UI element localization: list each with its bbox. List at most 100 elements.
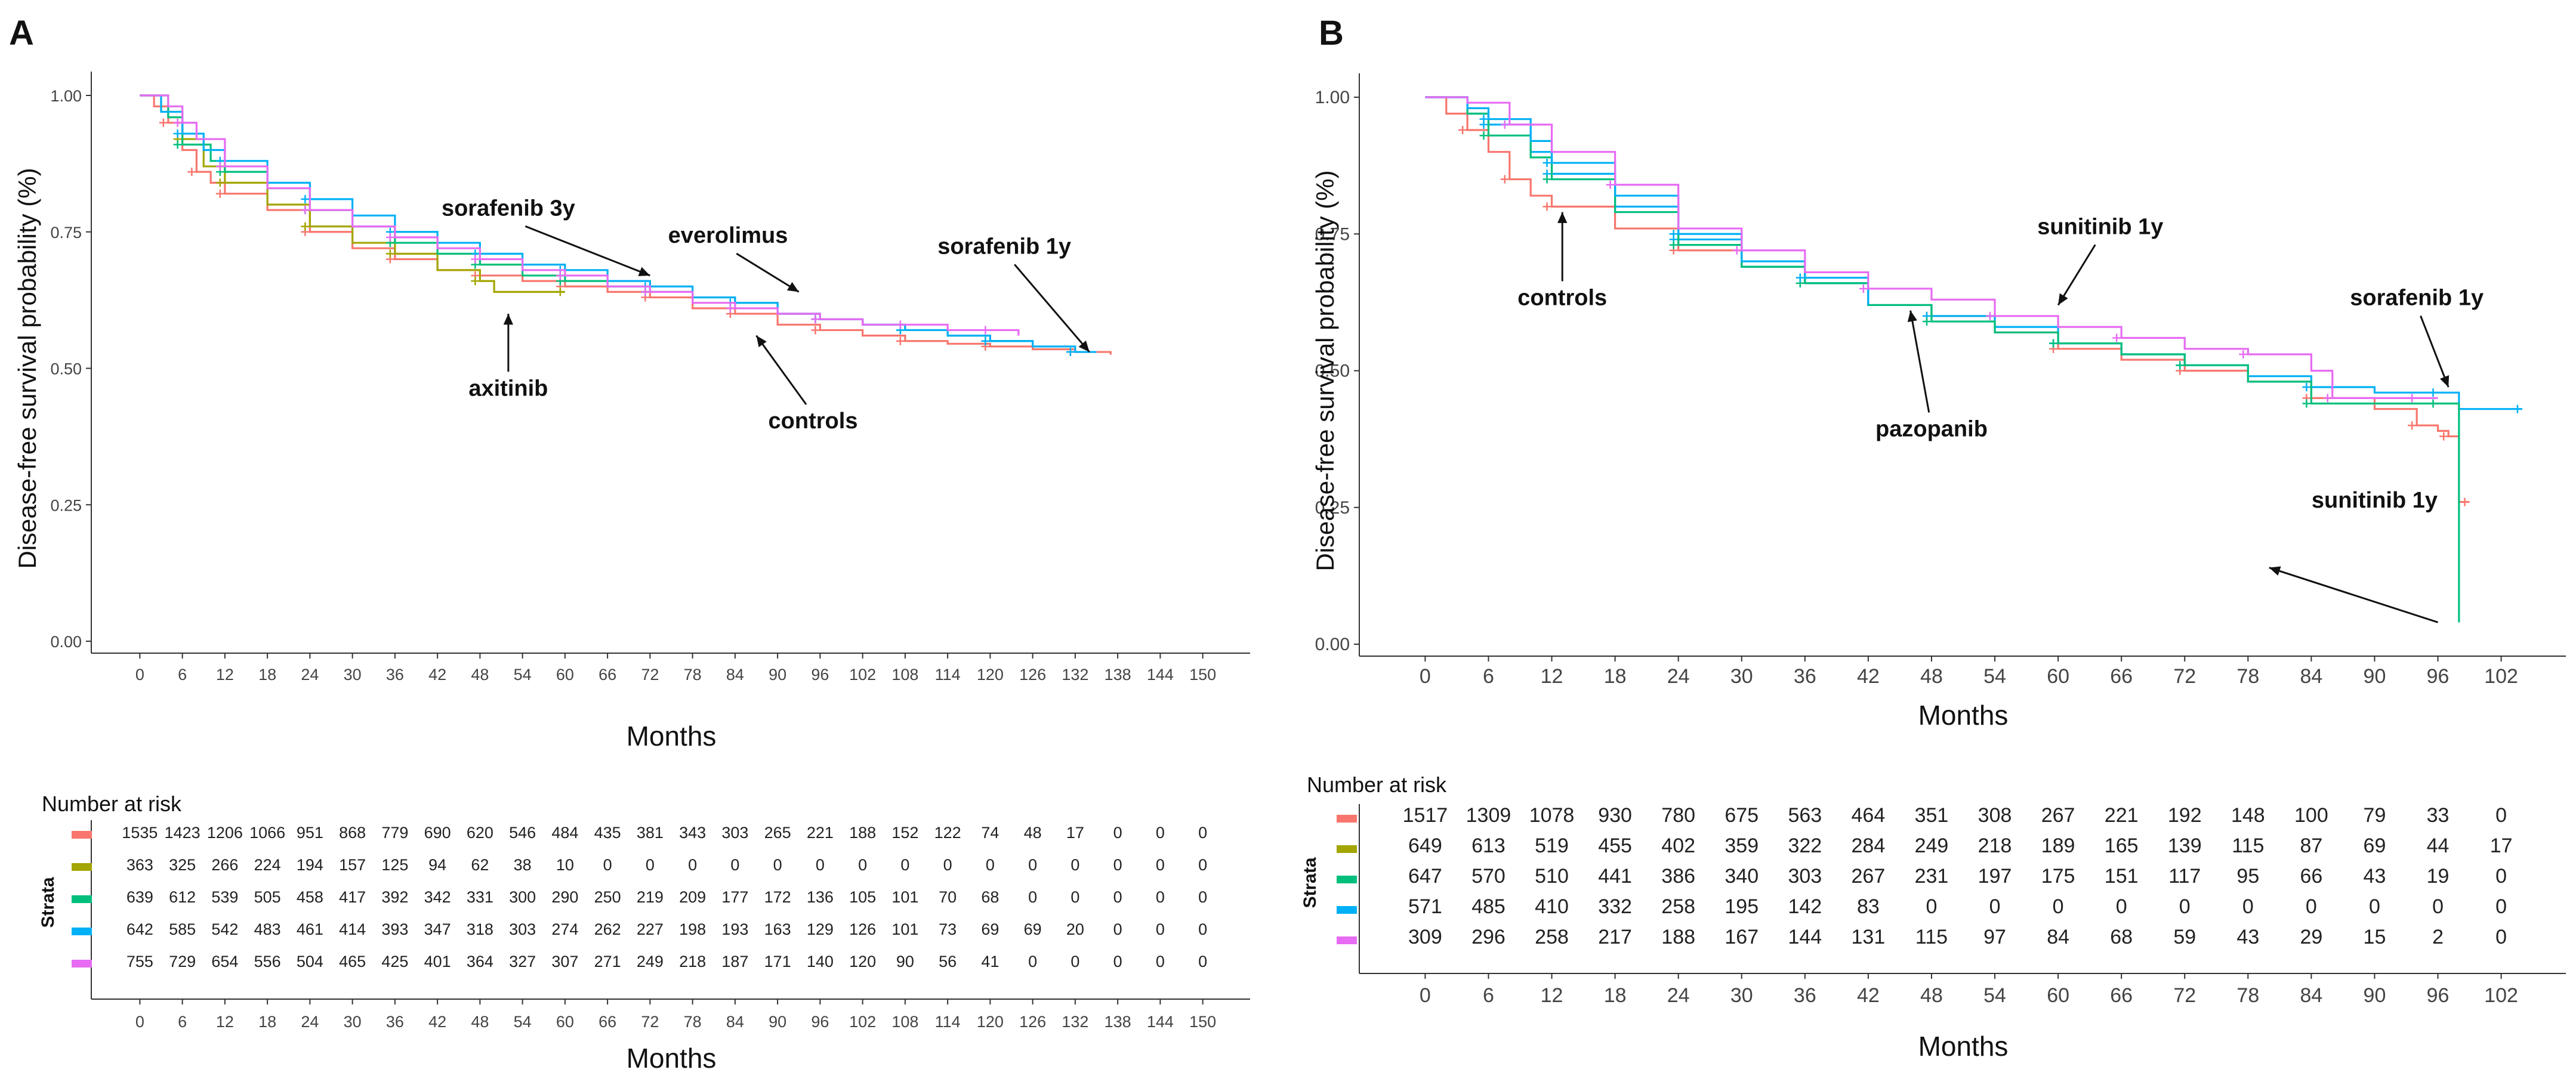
annotation-label: sunitinib 1y <box>2312 488 2438 513</box>
risk-table-cell: 331 <box>467 888 493 906</box>
risk-table-x-tick-label: 66 <box>599 1013 616 1031</box>
risk-table-cell: 0 <box>816 856 825 874</box>
risk-table-x-tick-label: 84 <box>726 1013 744 1031</box>
risk-table-cell: 0 <box>1198 856 1207 874</box>
risk-table-cell: 347 <box>424 920 451 938</box>
risk-table-cell: 0 <box>688 856 697 874</box>
risk-table-cell: 542 <box>211 920 238 938</box>
risk-table-cell: 218 <box>679 953 706 970</box>
annotation-label: controls <box>769 409 858 434</box>
y-tick-label: 0.75 <box>1315 224 1350 244</box>
risk-table-cell: 0 <box>1156 920 1165 938</box>
risk-table-cell: 217 <box>1598 926 1632 948</box>
risk-table-cell: 458 <box>297 888 323 906</box>
risk-table-cell: 779 <box>381 824 408 842</box>
censor-mark-controls <box>2439 432 2448 441</box>
risk-table-cell: 43 <box>2236 926 2259 948</box>
x-tick-label: 30 <box>1730 665 1753 688</box>
risk-table-strata-swatch <box>1337 906 1357 914</box>
x-tick-label: 66 <box>599 666 616 684</box>
risk-table-cell: 639 <box>127 888 153 906</box>
x-tick-label: 42 <box>1857 665 1880 688</box>
risk-table-cell: 175 <box>2041 865 2075 888</box>
risk-table-cell: 0 <box>1113 856 1122 874</box>
risk-table-cell: 122 <box>934 824 961 842</box>
censor-mark-sorafenib <box>173 129 182 138</box>
y-tick-label: 0.50 <box>50 360 82 378</box>
censor-mark-controls <box>2408 421 2417 430</box>
x-tick-label: 54 <box>514 666 532 684</box>
annotation-arrowhead <box>756 335 767 348</box>
x-tick-label: 90 <box>2364 665 2386 688</box>
y-tick-label: 0.25 <box>50 496 82 514</box>
risk-table-cell: 0 <box>1989 895 2001 918</box>
risk-table-cell: 117 <box>2168 865 2201 888</box>
risk-table-cell: 125 <box>381 856 408 874</box>
risk-table-cell: 152 <box>891 824 918 842</box>
risk-table-cell: 126 <box>849 920 876 938</box>
risk-table-cell: 0 <box>1113 888 1122 906</box>
risk-table-cell: 172 <box>764 888 791 906</box>
risk-table-cell: 504 <box>297 953 323 970</box>
risk-table-cell: 0 <box>1198 824 1207 842</box>
censor-mark-sunitinib <box>173 118 182 127</box>
risk-table-cell: 386 <box>1661 865 1695 888</box>
risk-table-x-tick-label: 96 <box>811 1013 829 1031</box>
risk-table-x-tick-label: 96 <box>2427 984 2449 1007</box>
risk-table-cell: 1066 <box>249 824 285 842</box>
risk-table-x-tick-label: 0 <box>1420 984 1431 1007</box>
censor-mark-sunitinib <box>641 288 650 296</box>
annotation-label: pazopanib <box>1875 417 1988 442</box>
annotation-arrowhead <box>2269 566 2281 576</box>
risk-table-x-tick-label: 42 <box>1857 984 1880 1007</box>
annotation-label: sorafenib 3y <box>442 196 575 221</box>
risk-table-cell: 0 <box>1156 888 1165 906</box>
risk-table-cell: 351 <box>1915 804 1949 827</box>
x-tick-label: 24 <box>1667 665 1690 688</box>
censor-mark-sunitinib <box>896 320 905 329</box>
risk-table-x-tick-label: 84 <box>2300 984 2322 1007</box>
censor-mark-sunitinib <box>726 304 735 313</box>
risk-table-strata-swatch <box>72 895 92 903</box>
risk-table-cell: 620 <box>467 824 493 842</box>
risk-table-cell: 0 <box>1156 824 1165 842</box>
risk-table-cell: 930 <box>1598 804 1632 827</box>
risk-table-cell: 363 <box>127 856 153 874</box>
risk-table-cell: 556 <box>254 953 281 970</box>
risk-table-x-tick-label: 6 <box>178 1013 187 1031</box>
x-tick-label: 114 <box>935 666 961 684</box>
censor-mark-pazopanib <box>2176 361 2185 370</box>
x-tick-label: 84 <box>726 666 744 684</box>
censor-mark-pazopanib <box>1479 131 1488 140</box>
risk-table-cell: 510 <box>1535 865 1569 888</box>
risk-table-strata-swatch <box>72 960 92 967</box>
risk-table-cell: 193 <box>721 920 748 938</box>
risk-table-x-tick-label: 90 <box>769 1013 786 1031</box>
censor-mark-controls <box>159 118 168 127</box>
risk-table-x-tick-label: 132 <box>1062 1013 1088 1031</box>
censor-mark-sorafenib3 <box>1479 115 1488 123</box>
x-tick-label: 54 <box>1983 665 2006 688</box>
x-tick-label: 24 <box>301 666 319 684</box>
risk-table-cell: 56 <box>939 953 957 970</box>
risk-table-cell: 163 <box>764 920 791 938</box>
censor-mark-everolimus <box>173 140 182 149</box>
risk-table-x-tick-label: 24 <box>301 1013 319 1031</box>
risk-table-cell: 0 <box>1070 953 1079 970</box>
risk-table-cell: 195 <box>1724 895 1759 918</box>
risk-table-cell: 249 <box>637 953 664 970</box>
risk-table-cell: 690 <box>424 824 451 842</box>
x-tick-label: 132 <box>1062 666 1088 684</box>
y-tick-label: 0.00 <box>50 633 82 651</box>
risk-table-cell: 17 <box>1066 824 1084 842</box>
censor-mark-sunitinib <box>385 233 394 242</box>
censor-mark-sunitinib <box>1859 284 1868 293</box>
x-tick-label: 102 <box>849 666 876 684</box>
risk-table-cell: 381 <box>637 824 664 842</box>
annotation-arrowhead <box>2058 293 2068 305</box>
risk-table-cell: 0 <box>2495 895 2507 918</box>
risk-table-cell: 1078 <box>1529 804 1575 827</box>
x-tick-label: 36 <box>1794 665 1816 688</box>
x-tick-label: 0 <box>1420 665 1431 688</box>
